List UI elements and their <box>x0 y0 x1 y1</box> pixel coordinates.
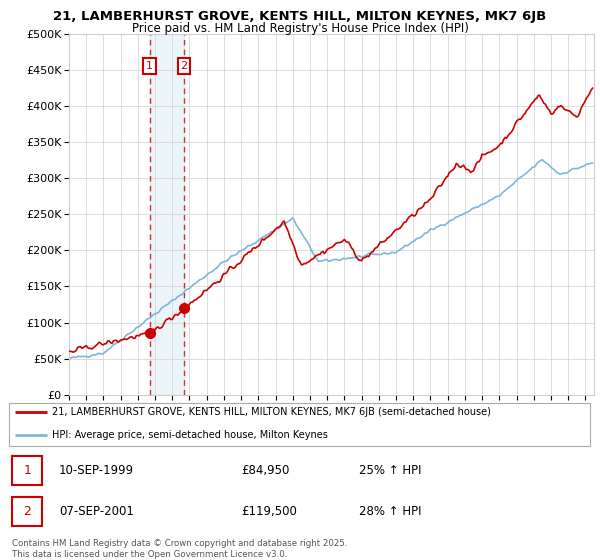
Text: 2: 2 <box>23 505 31 518</box>
Text: 1: 1 <box>146 61 153 71</box>
Text: Price paid vs. HM Land Registry's House Price Index (HPI): Price paid vs. HM Land Registry's House … <box>131 22 469 35</box>
FancyBboxPatch shape <box>12 456 43 486</box>
Text: 25% ↑ HPI: 25% ↑ HPI <box>359 464 421 478</box>
Text: HPI: Average price, semi-detached house, Milton Keynes: HPI: Average price, semi-detached house,… <box>52 430 328 440</box>
Text: 10-SEP-1999: 10-SEP-1999 <box>59 464 134 478</box>
Text: £84,950: £84,950 <box>241 464 290 478</box>
FancyBboxPatch shape <box>9 403 590 446</box>
Text: Contains HM Land Registry data © Crown copyright and database right 2025.
This d: Contains HM Land Registry data © Crown c… <box>12 539 347 559</box>
Text: £119,500: £119,500 <box>241 505 297 518</box>
Bar <box>150 34 184 395</box>
Text: 21, LAMBERHURST GROVE, KENTS HILL, MILTON KEYNES, MK7 6JB: 21, LAMBERHURST GROVE, KENTS HILL, MILTO… <box>53 10 547 23</box>
Text: 07-SEP-2001: 07-SEP-2001 <box>59 505 134 518</box>
Text: 28% ↑ HPI: 28% ↑ HPI <box>359 505 421 518</box>
Text: 2: 2 <box>181 61 188 71</box>
Text: 21, LAMBERHURST GROVE, KENTS HILL, MILTON KEYNES, MK7 6JB (semi-detached house): 21, LAMBERHURST GROVE, KENTS HILL, MILTO… <box>52 407 491 417</box>
FancyBboxPatch shape <box>12 497 43 526</box>
Text: 1: 1 <box>23 464 31 478</box>
